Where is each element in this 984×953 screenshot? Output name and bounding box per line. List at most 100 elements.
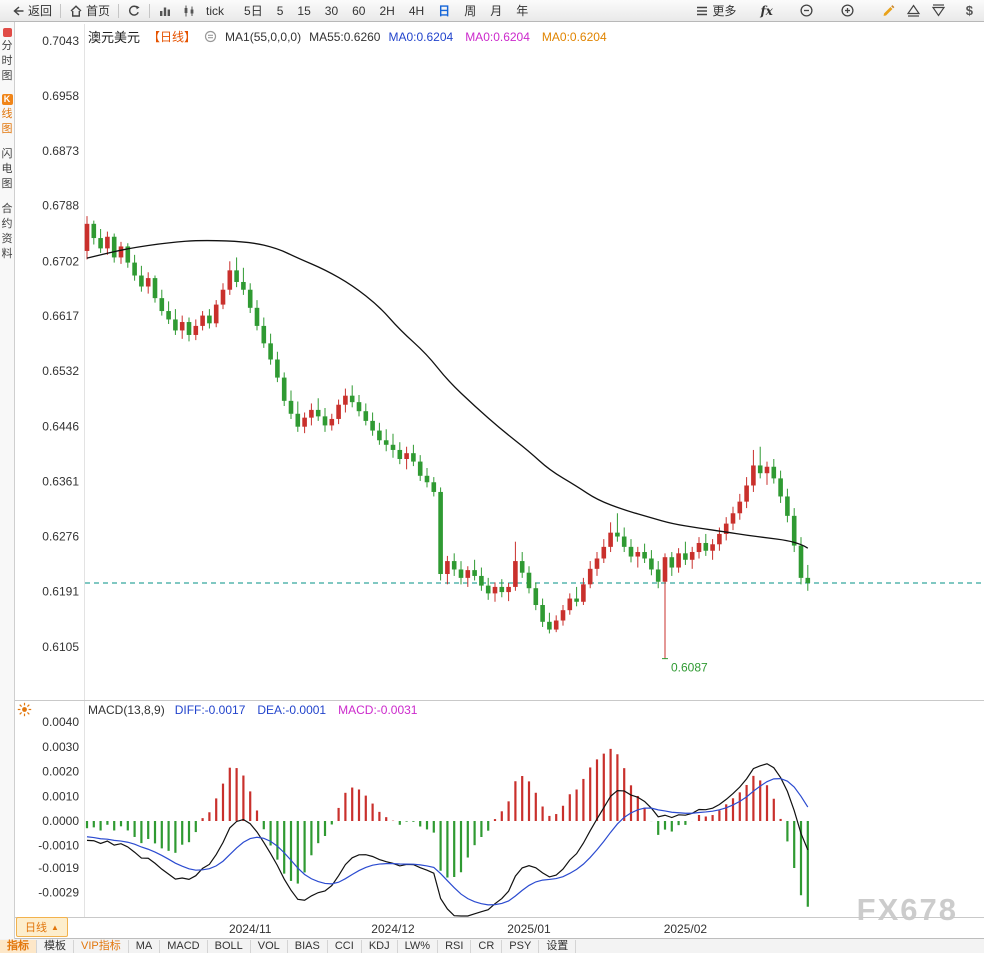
candle-body <box>785 496 790 516</box>
ma-settings-label: MA1(55,0,0,0) <box>225 29 302 44</box>
candle <box>363 403 369 426</box>
period-button-tick[interactable]: tick <box>206 3 225 18</box>
candle <box>281 372 287 407</box>
indicator-tab-VIP指标[interactable]: VIP指标 <box>74 939 129 953</box>
dea-line <box>86 778 809 906</box>
candle-body <box>309 409 314 418</box>
time-chart-icon <box>2 28 12 37</box>
sidebar-item-合约资料[interactable]: 合约资料 <box>0 202 14 262</box>
macd-value-2: MACD:-0.0031 <box>338 703 418 717</box>
candle <box>173 309 178 335</box>
candle <box>730 506 736 531</box>
period-button-60[interactable]: 60 <box>352 3 366 18</box>
period-tag: 【日线】 <box>148 30 197 44</box>
refresh-button[interactable] <box>122 0 146 22</box>
price-tick-label: 0.6105 <box>42 640 79 654</box>
candle <box>703 533 709 556</box>
candle-body <box>574 598 579 602</box>
candle <box>635 546 641 568</box>
sidebar-item-闪电图[interactable]: 闪电图 <box>0 147 14 192</box>
indicator-tab-设置[interactable]: 设置 <box>539 939 577 953</box>
period-button-日[interactable]: 日 <box>438 4 451 18</box>
candle-body <box>567 598 573 611</box>
indicator-tab-BOLL[interactable]: BOLL <box>208 939 251 953</box>
indicator-tab-BIAS[interactable]: BIAS <box>288 939 328 953</box>
indicator-tab-CR[interactable]: CR <box>471 939 503 953</box>
candle-body <box>642 552 647 559</box>
currency-button[interactable]: $ <box>965 3 973 18</box>
price-tick-label: 0.6617 <box>42 309 79 323</box>
period-button-5日[interactable]: 5日 <box>244 4 263 18</box>
formula-button[interactable]: fx <box>760 3 773 18</box>
home-button[interactable]: 首页 <box>64 0 115 22</box>
candle-body <box>152 278 158 299</box>
indicator-tab-CCI[interactable]: CCI <box>328 939 362 953</box>
candle <box>390 433 396 458</box>
candle-body <box>200 315 205 326</box>
zoom-out-button[interactable] <box>794 0 819 22</box>
candle <box>676 548 681 573</box>
candle <box>547 612 552 634</box>
candle-body <box>105 236 110 249</box>
candle-body <box>356 402 362 412</box>
candle-body <box>655 569 661 582</box>
candle-body <box>281 377 287 401</box>
price-tick-label: 0.6873 <box>42 144 79 158</box>
collapse-arrow-icon: ▲ <box>51 922 59 932</box>
indicator-tab-PSY[interactable]: PSY <box>502 939 540 953</box>
macd-tick-label: 0.0030 <box>42 740 79 754</box>
more-button[interactable]: 更多 <box>690 0 741 22</box>
overlay-bottom-button[interactable] <box>926 0 951 22</box>
indicator-tab-指标[interactable]: 指标 <box>0 939 37 953</box>
indicator-tab-模板[interactable]: 模板 <box>37 939 74 953</box>
indicator-tab-MA[interactable]: MA <box>129 939 161 953</box>
indicator-tab-LW%[interactable]: LW% <box>398 939 439 953</box>
candle-body <box>220 289 226 305</box>
price-tick-label: 0.6361 <box>42 475 79 489</box>
period-button-年[interactable]: 年 <box>516 4 529 18</box>
candle <box>315 398 321 421</box>
indicator-tab-KDJ[interactable]: KDJ <box>362 939 398 953</box>
candle <box>608 522 613 553</box>
candle-body <box>275 359 280 378</box>
candle-body <box>295 413 301 427</box>
home-icon <box>70 4 82 17</box>
ma-value-1: MA0:0.6204 <box>465 29 530 44</box>
indicator-tab-RSI[interactable]: RSI <box>438 939 472 953</box>
candle-chart-button[interactable] <box>177 0 201 22</box>
back-button[interactable]: 返回 <box>6 0 57 22</box>
macd-tick-label: 0.0010 <box>42 789 79 803</box>
zoom-in-button[interactable] <box>835 0 860 22</box>
overlay-top-button[interactable] <box>901 0 926 22</box>
candle <box>268 333 273 365</box>
candle <box>649 550 654 576</box>
sidebar-item-分时图[interactable]: 分时图 <box>0 28 14 84</box>
ma-current-values: MA0:0.6204 MA0:0.6204 MA0:0.6204 <box>388 30 608 44</box>
candle-body <box>336 404 341 419</box>
candle <box>349 385 355 408</box>
indicator-tab-VOL[interactable]: VOL <box>251 939 288 953</box>
macd-header: MACD(13,8,9) DIFF:-0.0017 DEA:-0.0001 MACD… <box>88 703 419 717</box>
indicator-tab-MACD[interactable]: MACD <box>160 939 208 953</box>
period-button-月[interactable]: 月 <box>490 4 503 18</box>
period-button-2H[interactable]: 2H <box>379 3 395 18</box>
month-label: 2025/02 <box>664 922 708 936</box>
period-button-30[interactable]: 30 <box>324 3 339 18</box>
chart-settings-icon[interactable] <box>204 30 217 43</box>
candle-body <box>193 325 199 335</box>
ma55-value-label: MA55:0.6260 <box>309 29 381 44</box>
candle <box>166 301 171 324</box>
current-period-dropdown[interactable]: 日线 ▲ <box>16 917 68 937</box>
indicator-settings-button[interactable] <box>17 702 32 722</box>
draw-button[interactable] <box>876 0 901 22</box>
period-button-4H[interactable]: 4H <box>408 3 425 18</box>
candle-body <box>798 545 804 578</box>
period-button-15[interactable]: 15 <box>297 3 311 18</box>
column-chart-button[interactable] <box>153 0 177 22</box>
back-arrow-icon <box>13 5 24 16</box>
period-button-5[interactable]: 5 <box>276 3 284 18</box>
candle-body <box>431 482 437 492</box>
period-button-周[interactable]: 周 <box>464 4 477 18</box>
